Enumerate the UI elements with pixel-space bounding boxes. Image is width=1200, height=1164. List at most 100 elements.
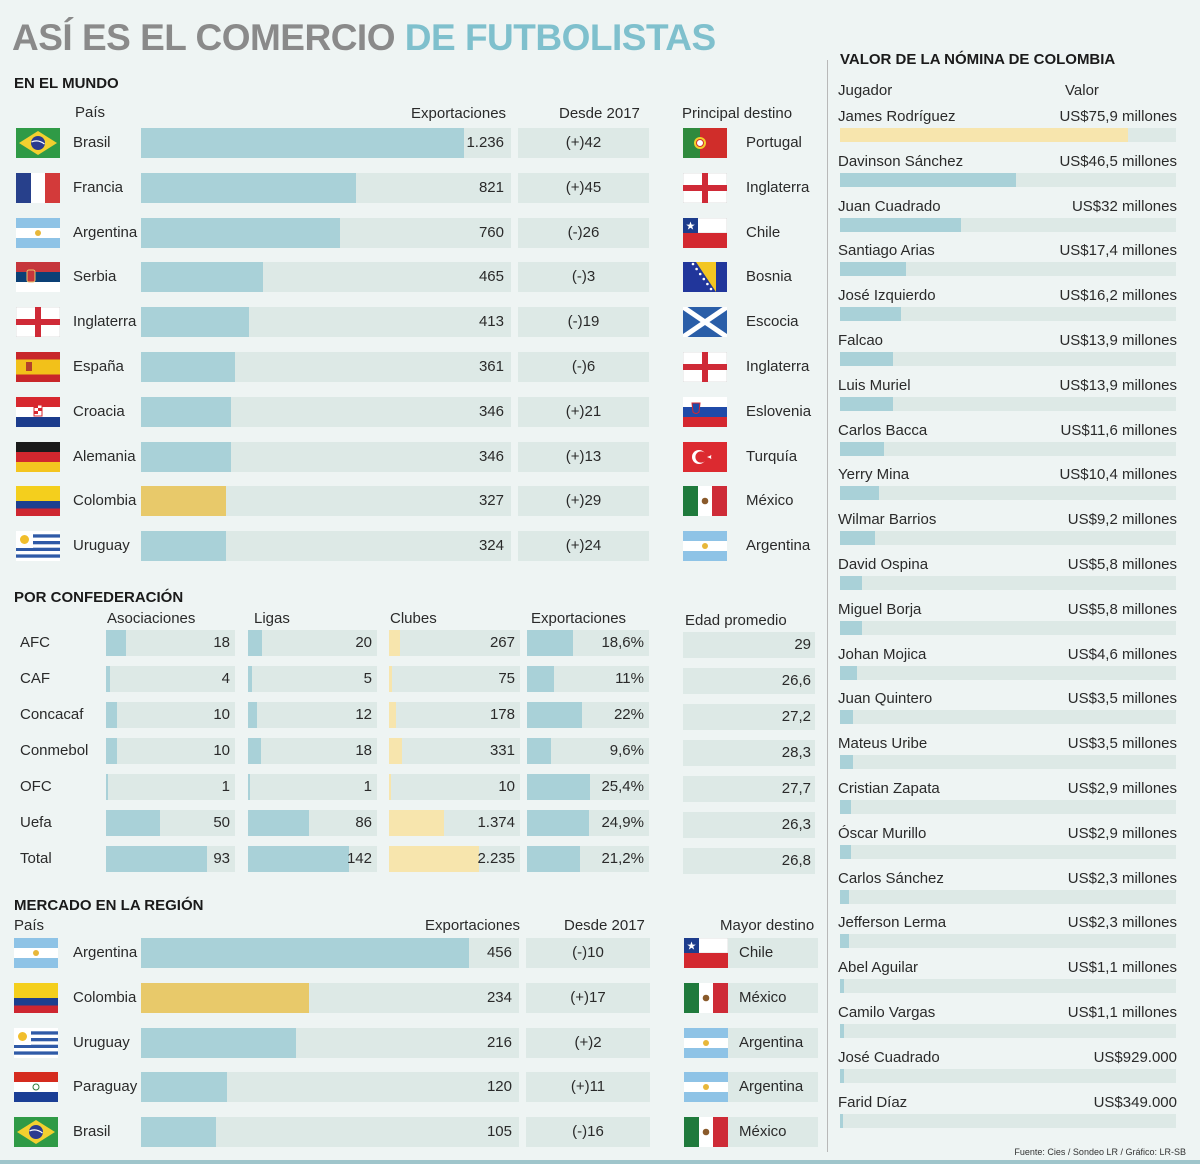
ligas-bar <box>248 774 250 800</box>
mexico-flag-icon <box>683 486 727 517</box>
player-bar <box>840 710 854 725</box>
edad-promedio-value: 29 <box>794 636 811 653</box>
exportaciones-bar <box>527 666 555 692</box>
player-bar <box>840 128 1128 142</box>
destination-name: Escocia <box>746 313 799 331</box>
clubes-bar-track <box>389 630 520 656</box>
asociaciones-value: 10 <box>213 742 230 759</box>
asociaciones-bar-track <box>106 738 235 764</box>
section-confed-title: POR CONFEDERACIÓN <box>14 589 184 606</box>
ligas-bar <box>248 702 257 728</box>
player-bar <box>840 531 875 546</box>
country-name: Alemania <box>73 447 136 465</box>
source-note: Fuente: Cies / Sondeo LR / Gráfico: LR-S… <box>1014 1147 1186 1157</box>
player-bar <box>840 665 858 680</box>
asociaciones-bar <box>106 702 117 728</box>
ligas-bar-track <box>248 666 377 692</box>
export-bar-track <box>141 1117 519 1148</box>
change-since-2017: (-)3 <box>518 262 649 293</box>
export-bar <box>141 441 232 472</box>
confederation-name: CAF <box>20 670 50 687</box>
export-bar <box>141 1027 297 1058</box>
player-bar-track <box>840 934 1176 949</box>
player-name: Mateus Uribe <box>838 735 928 753</box>
clubes-value: 10 <box>498 778 515 795</box>
destination-name: Inglaterra <box>746 178 810 196</box>
player-bar <box>840 1024 845 1038</box>
clubes-bar-track <box>389 738 520 764</box>
player-name: Falcao <box>838 332 884 349</box>
section-mundo-title: EN EL MUNDO <box>14 75 119 92</box>
edad-promedio-box <box>683 740 815 766</box>
clubes-bar-track <box>389 810 520 836</box>
exportaciones-bar <box>527 810 589 836</box>
england-flag-icon <box>16 307 60 338</box>
player-bar-track <box>840 576 1176 590</box>
player-bar-track <box>840 1068 1176 1083</box>
nomina-header-valor: Valor <box>1065 82 1099 99</box>
argentina-flag-icon <box>16 217 60 248</box>
player-value: US$17,4 millones <box>1059 242 1177 260</box>
player-value: US$1,1 millones <box>1067 1004 1177 1021</box>
player-bar-track <box>840 531 1176 546</box>
ligas-bar <box>248 738 261 764</box>
brazil-flag-icon <box>14 1117 58 1148</box>
clubes-value: 267 <box>489 634 515 651</box>
exportaciones-bar-track <box>527 810 649 836</box>
export-bar <box>141 172 356 203</box>
asociaciones-value: 18 <box>213 634 230 651</box>
confederation-name: Concacaf <box>20 706 84 723</box>
player-bar-track <box>840 755 1176 770</box>
player-value: US$32 millones <box>1071 197 1177 215</box>
country-name: Argentina <box>73 944 138 961</box>
player-value: US$929.000 <box>1093 1048 1177 1066</box>
asociaciones-value: 1 <box>221 778 230 795</box>
player-bar-track <box>840 307 1176 322</box>
edad-promedio-box <box>683 848 815 874</box>
asociaciones-value: 10 <box>213 706 230 723</box>
destination-name: Chile <box>746 223 781 241</box>
exportaciones-value: 25,4% <box>601 778 644 795</box>
player-name: Yerry Mina <box>838 466 910 484</box>
france-flag-icon <box>16 172 60 203</box>
ligas-bar-track <box>248 774 377 800</box>
region-header-desde: Desde 2017 <box>564 917 645 934</box>
export-value: 346 <box>478 402 504 420</box>
edad-promedio-value: 26,3 <box>781 816 811 833</box>
player-bar <box>840 620 862 635</box>
player-value: US$5,8 millones <box>1067 556 1177 573</box>
player-bar <box>840 755 854 770</box>
change-since-2017: (-)16 <box>526 1117 650 1148</box>
title-part-2: DE FUTBOLISTAS <box>404 17 716 58</box>
title-part-1: ASÍ ES EL COMERCIO <box>12 17 396 58</box>
player-value: US$4,6 millones <box>1067 645 1177 663</box>
mundo-header-pais: País <box>75 104 106 121</box>
player-name: Wilmar Barrios <box>838 511 937 529</box>
player-bar <box>840 486 880 501</box>
asociaciones-bar <box>106 738 117 764</box>
player-value: US$11,6 millones <box>1060 421 1177 439</box>
clubes-value: 1.374 <box>477 814 515 831</box>
country-name: Uruguay <box>73 1033 130 1051</box>
clubes-bar <box>389 630 400 656</box>
asociaciones-bar-track <box>106 702 235 728</box>
chile-flag-icon <box>684 938 728 968</box>
player-value: US$349.000 <box>1093 1093 1177 1111</box>
player-bar-track <box>840 217 1176 232</box>
ligas-bar-track <box>248 846 377 872</box>
change-since-2017: (+)17 <box>526 982 650 1013</box>
player-name: Farid Díaz <box>838 1093 908 1111</box>
nomina-header-jugador: Jugador <box>838 82 893 99</box>
change-since-2017: (+)2 <box>526 1027 650 1058</box>
region-header-exportaciones: Exportaciones <box>425 917 521 934</box>
player-bar-track <box>840 262 1176 277</box>
export-value: 413 <box>478 313 504 331</box>
player-value: US$1,1 millones <box>1067 959 1177 977</box>
slovenia-flag-icon <box>683 396 727 427</box>
export-bar <box>141 938 469 968</box>
argentina-flag-icon <box>683 531 727 562</box>
export-bar <box>141 486 227 517</box>
confed-header-edad: Edad promedio <box>685 612 787 629</box>
exportaciones-value: 11% <box>615 670 644 687</box>
player-bar <box>840 262 907 277</box>
